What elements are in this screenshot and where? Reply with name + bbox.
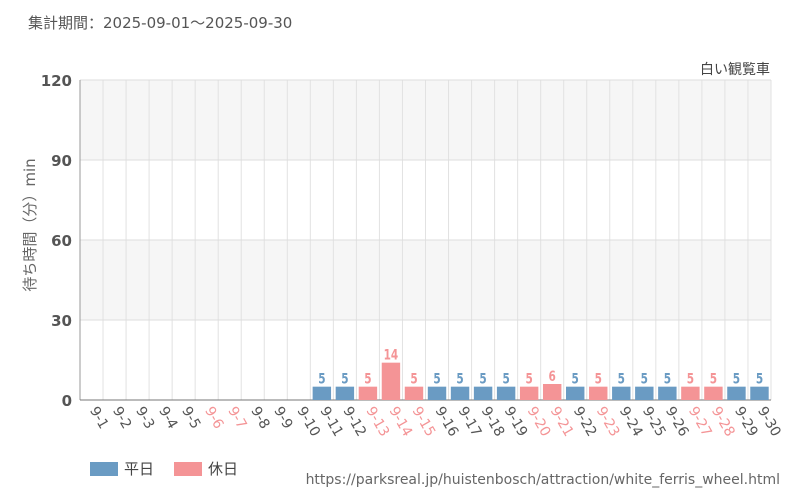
bar-value-label: 14 <box>384 347 399 363</box>
x-tick-label: 9-20 <box>524 404 554 440</box>
bar-9-27 <box>681 386 700 400</box>
legend-label-holiday: 休日 <box>208 460 239 478</box>
bar-9-25 <box>635 386 654 400</box>
bar-value-label: 5 <box>525 371 532 387</box>
x-tick-label: 9-25 <box>639 404 669 440</box>
x-tick-label: 9-7 <box>224 404 249 432</box>
period-label: 集計期間：2025-09-01～2025-09-30 <box>28 14 293 32</box>
bar-value-label: 5 <box>364 371 371 387</box>
legend-item-holiday: 休日 <box>174 458 238 479</box>
legend-label-weekday: 平日 <box>124 460 155 478</box>
bar-9-26 <box>658 386 677 400</box>
source-url: https://parksreal.jp/huistenbosch/attrac… <box>305 472 780 488</box>
x-tick-label: 9-29 <box>731 404 761 440</box>
x-tick-label: 9-13 <box>362 404 392 440</box>
bar-9-18 <box>473 386 493 400</box>
x-tick-label: 9-10 <box>293 404 323 440</box>
x-tick-label: 9-2 <box>109 404 134 432</box>
x-tick-label: 9-11 <box>316 404 346 440</box>
bar-9-11 <box>312 386 332 400</box>
bar-value-label: 5 <box>479 371 486 387</box>
y-tick-label: 30 <box>51 312 72 330</box>
bar-9-21 <box>542 384 562 400</box>
y-tick-label: 90 <box>51 152 72 170</box>
x-tick-label: 9-27 <box>685 404 715 440</box>
legend-swatch-holiday <box>174 461 203 476</box>
bar-9-13 <box>358 386 378 400</box>
bar-9-17 <box>450 386 470 400</box>
bar-value-label: 5 <box>318 371 325 387</box>
x-tick-label: 9-6 <box>201 404 226 432</box>
x-tick-label: 9-4 <box>155 404 180 432</box>
bar-9-20 <box>519 386 539 400</box>
x-tick-label: 9-22 <box>570 404 600 440</box>
bar-9-19 <box>496 386 516 400</box>
bar-9-30 <box>750 386 769 400</box>
bar-9-24 <box>612 386 631 400</box>
x-tick-label: 9-8 <box>247 404 272 432</box>
bar-9-23 <box>589 386 608 400</box>
bar-value-label: 6 <box>549 369 556 385</box>
legend-item-weekday: 平日 <box>90 458 154 479</box>
chart-legend: 平日 休日 <box>90 458 258 479</box>
legend-swatch-weekday <box>90 461 118 476</box>
x-tick-label: 9-21 <box>547 404 577 440</box>
y-tick-label: 0 <box>62 392 72 410</box>
x-tick-label: 9-16 <box>432 404 462 440</box>
chart-title: 白い観覧車 <box>700 61 770 78</box>
x-tick-label: 9-3 <box>132 404 157 432</box>
y-axis-label: 待ち時間（分）min <box>21 158 39 291</box>
bar-9-28 <box>704 386 723 400</box>
x-tick-label: 9-28 <box>708 404 738 440</box>
bar-9-22 <box>566 386 585 400</box>
bar-value-label: 5 <box>733 371 740 387</box>
x-tick-label: 9-26 <box>662 404 692 440</box>
x-tick-label: 9-14 <box>385 404 415 440</box>
x-tick-label: 9-15 <box>409 404 439 440</box>
bar-9-12 <box>335 386 355 400</box>
bar-value-label: 5 <box>756 371 763 387</box>
x-tick-label: 9-1 <box>86 404 111 432</box>
bar-value-label: 5 <box>641 371 648 387</box>
bar-value-label: 5 <box>572 371 579 387</box>
x-tick-label: 9-24 <box>616 404 646 440</box>
x-tick-label: 9-9 <box>270 404 295 432</box>
x-tick-label: 9-17 <box>455 404 485 440</box>
x-tick-label: 9-18 <box>478 404 508 440</box>
bar-value-label: 5 <box>433 371 440 387</box>
y-tick-label: 120 <box>41 72 72 90</box>
x-tick-label: 9-12 <box>339 404 369 440</box>
bar-value-label: 5 <box>410 371 417 387</box>
y-tick-label: 60 <box>51 232 72 250</box>
bar-value-label: 5 <box>687 371 694 387</box>
bar-9-15 <box>404 386 424 400</box>
bar-value-label: 5 <box>710 371 717 387</box>
bar-value-label: 5 <box>618 371 625 387</box>
bar-value-label: 5 <box>595 371 602 387</box>
bar-9-14 <box>381 362 401 400</box>
x-tick-label: 9-5 <box>178 404 203 432</box>
bar-value-label: 5 <box>502 371 509 387</box>
bar-9-29 <box>727 386 746 400</box>
x-tick-label: 9-19 <box>501 404 531 440</box>
bar-value-label: 5 <box>341 371 348 387</box>
x-tick-label: 9-23 <box>593 404 623 440</box>
x-tick-label: 9-30 <box>754 404 784 440</box>
bar-value-label: 5 <box>664 371 671 387</box>
bar-9-16 <box>427 386 447 400</box>
bar-value-label: 5 <box>456 371 463 387</box>
